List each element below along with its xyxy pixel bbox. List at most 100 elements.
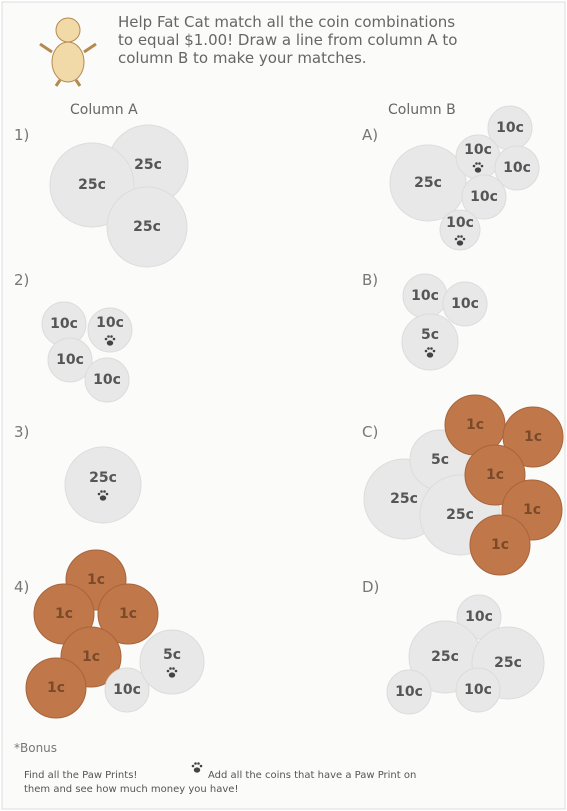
bonus-text: Add all the coins that have a Paw Print … [208,770,416,781]
paw-print [472,162,484,173]
coin [456,594,502,640]
header-line: Help Fat Cat match all the coin combinat… [118,13,455,31]
paw-toe [199,764,203,768]
coin [455,667,501,713]
coin [461,174,507,220]
coin [386,669,432,715]
coin-label: 5c [431,452,449,468]
coin-label: 1c [55,606,73,622]
item-label: 1) [14,126,29,144]
paw-toe [454,237,458,241]
paw-toe [460,235,463,238]
paw-print [104,335,116,346]
paw-toe [172,667,175,670]
column-heading: Column A [70,102,138,118]
paw-pad [474,167,482,173]
paw-toe [480,164,484,168]
coin-label: 10c [93,372,121,388]
paw-print [424,347,436,358]
paw-toe [174,669,178,673]
coin-label: 25c [134,157,162,173]
paw-toe [475,162,478,165]
coin-label: 25c [390,491,418,507]
coin-label: 10c [503,160,531,176]
header-line: to equal $1.00! Draw a line from column … [118,31,457,49]
paw-toe [472,164,476,168]
coin-label: 1c [119,606,137,622]
coin-label: 1c [524,429,542,445]
paw-toe [457,235,460,238]
penny [502,406,564,468]
paw-pad [106,340,114,346]
coin-label: 10c [50,316,78,332]
penny [97,583,159,645]
paw-toe [191,764,195,768]
item-label: A) [362,126,378,144]
paw-pad [168,672,176,678]
paw-print [454,235,466,246]
paw-toe [105,492,109,496]
coin [64,446,142,524]
paw-toe [169,667,172,670]
coin-label: 25c [133,219,161,235]
paw-toe [97,492,101,496]
coin-label: 10c [464,682,492,698]
paw-pad [426,352,434,358]
coin-label: 10c [465,609,493,625]
item-label: 2) [14,271,29,289]
coin-label: 25c [494,655,522,671]
penny [25,657,87,719]
paw-toe [424,349,428,353]
coin-label: 10c [451,296,479,312]
coin-label: 10c [113,682,141,698]
paw-toe [427,347,430,350]
paw-toe [100,490,103,493]
coin-label: 10c [411,288,439,304]
coin-label: 10c [470,189,498,205]
paw-print [166,667,178,678]
paw-toe [103,490,106,493]
paw-pad [193,767,201,773]
bonus-text: Find all the Paw Prints! [24,770,137,781]
coin-label: 1c [82,649,100,665]
coin-label: 10c [395,684,423,700]
coin-label: 25c [446,507,474,523]
coin [84,357,130,403]
item-label: 4) [14,578,29,596]
paw-toe [197,762,200,765]
item-label: C) [362,423,378,441]
item-label: D) [362,578,379,596]
coin-label: 10c [464,142,492,158]
paw-toe [478,162,481,165]
coin-label: 25c [414,175,442,191]
paw-toe [462,237,466,241]
paw-toe [432,349,436,353]
coin [439,209,481,251]
coin [389,144,467,222]
coin-label: 10c [56,352,84,368]
coin-label: 1c [486,467,504,483]
coin-label: 25c [78,177,106,193]
paw-toe [166,669,170,673]
paw-toe [107,335,110,338]
header-line: column B to make your matches. [118,49,367,67]
coin [401,313,459,371]
paw-print [97,490,109,501]
coin-label: 1c [47,680,65,696]
paw-toe [112,337,116,341]
coin [106,186,188,268]
paw-toe [104,337,108,341]
coin-label: 25c [89,470,117,486]
coin [139,629,205,695]
paw-toe [430,347,433,350]
coin-label: 5c [163,647,181,663]
coin [442,281,488,327]
coin [494,145,540,191]
coin-label: 10c [496,120,524,136]
coin [87,307,133,353]
fat-cat-icon [39,17,97,87]
column-heading: Column B [388,102,456,118]
paw-print [191,762,203,773]
